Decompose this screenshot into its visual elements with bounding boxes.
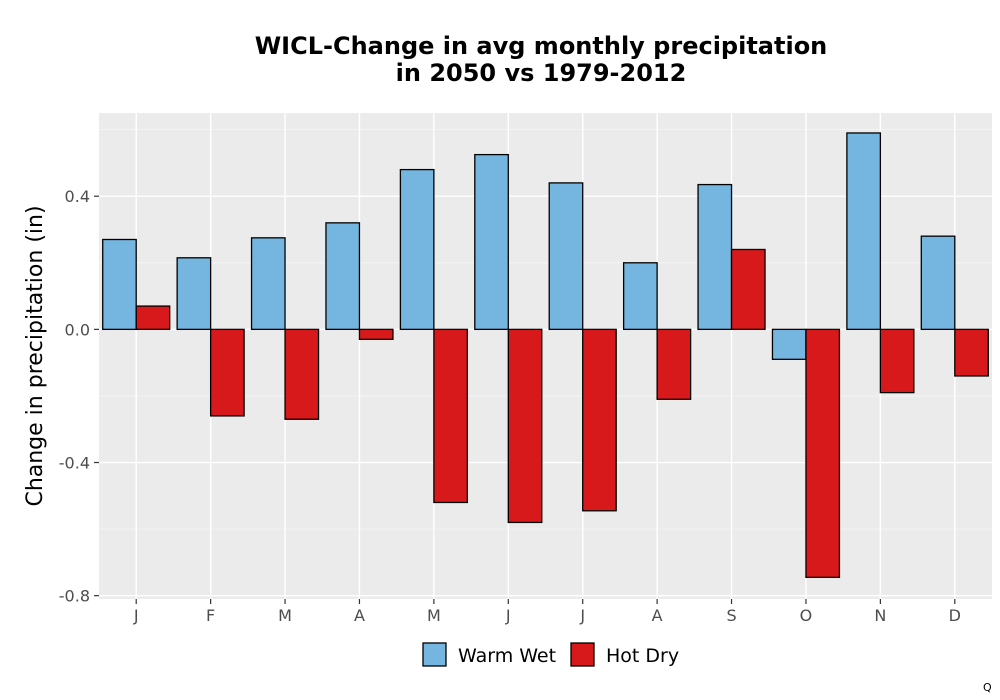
x-tick-label: O — [800, 606, 813, 625]
legend-key — [570, 642, 595, 667]
corner-mark: Q — [983, 681, 992, 694]
bar-hot-dry — [582, 328, 617, 512]
bar-warm-wet — [846, 132, 882, 331]
legend-key — [422, 642, 447, 667]
bar-hot-dry — [135, 305, 171, 331]
bar-warm-wet — [325, 222, 361, 331]
x-tick-label: S — [726, 606, 736, 625]
y-tick-label: -0.4 — [59, 454, 90, 473]
bar-warm-wet — [771, 328, 807, 360]
x-tick-label: M — [427, 606, 441, 625]
bars — [102, 132, 989, 579]
bar-warm-wet — [622, 262, 658, 331]
bar-warm-wet — [548, 182, 584, 331]
y-tick-label: -0.8 — [59, 587, 90, 606]
bar-hot-dry — [656, 328, 692, 400]
bar-warm-wet — [474, 153, 509, 331]
chart-title-line-1: WICL-Change in avg monthly precipitation — [255, 32, 828, 60]
bar-hot-dry — [954, 328, 989, 377]
x-tick-label: D — [949, 606, 961, 625]
plot-panel — [99, 113, 992, 599]
bar-hot-dry — [433, 328, 469, 504]
bar-hot-dry — [730, 248, 766, 331]
legend-label: Warm Wet — [458, 645, 556, 667]
y-tick-label: 0.0 — [65, 320, 90, 339]
x-tick-label: J — [579, 606, 585, 625]
x-tick-label: A — [354, 606, 365, 625]
x-tick-label: N — [874, 606, 886, 625]
bar-hot-dry — [507, 328, 543, 524]
legend-label: Hot Dry — [606, 645, 679, 667]
bar-warm-wet — [399, 168, 435, 331]
minor-gridlines — [99, 129, 992, 530]
bar-warm-wet — [920, 235, 956, 331]
bar-warm-wet — [176, 257, 212, 331]
bar-warm-wet — [250, 237, 286, 331]
bar-warm-wet — [102, 238, 137, 331]
bar-hot-dry — [879, 328, 915, 394]
x-tick-label: A — [652, 606, 663, 625]
x-tick-label: J — [505, 606, 511, 625]
bar-hot-dry — [209, 328, 245, 417]
x-tick-label: J — [133, 606, 139, 625]
bar-hot-dry — [284, 328, 320, 420]
bar-hot-dry — [358, 328, 394, 341]
x-tick-label: M — [278, 606, 292, 625]
x-tick-label: F — [206, 606, 215, 625]
bar-warm-wet — [697, 183, 733, 331]
chart-title-line-2: in 2050 vs 1979-2012 — [396, 59, 687, 87]
legend: Warm Wet Hot Dry — [422, 642, 679, 667]
y-tick-label: 0.4 — [65, 187, 90, 206]
y-axis-title: Change in precipitation (in) — [23, 205, 48, 506]
y-axis: -0.8 -0.4 0.0 0.4 — [59, 187, 99, 606]
bar-hot-dry — [805, 328, 841, 579]
